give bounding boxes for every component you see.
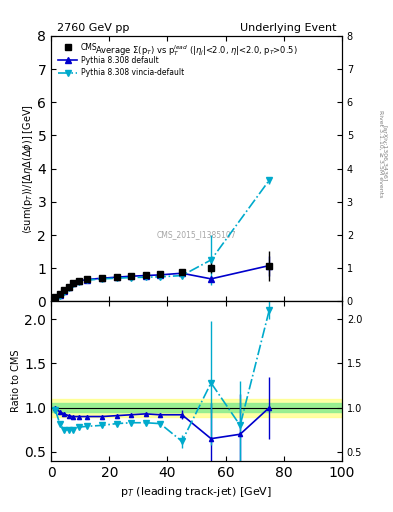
Text: 2760 GeV pp: 2760 GeV pp bbox=[57, 23, 129, 33]
Y-axis label: $\langle$sum(p$_T$)$\rangle$/$[\Delta\eta\Delta(\Delta\phi)]$ [GeV]: $\langle$sum(p$_T$)$\rangle$/$[\Delta\et… bbox=[20, 103, 35, 233]
Text: [arXiv:1306.3436]: [arXiv:1306.3436] bbox=[382, 125, 387, 182]
Text: Rivet 3.1.10, ≥ 3.5M events: Rivet 3.1.10, ≥ 3.5M events bbox=[378, 110, 383, 197]
Y-axis label: Ratio to CMS: Ratio to CMS bbox=[11, 350, 22, 412]
Bar bbox=[51, 399, 342, 417]
Text: Underlying Event: Underlying Event bbox=[240, 23, 336, 33]
Text: Average $\Sigma$(p$_T$) vs p$_T^{lead}$ ($|\eta_j|$<2.0, $\eta|$<2.0, p$_T$>0.5): Average $\Sigma$(p$_T$) vs p$_T^{lead}$ … bbox=[95, 44, 298, 58]
X-axis label: p$_T$ (leading track-jet) [GeV]: p$_T$ (leading track-jet) [GeV] bbox=[121, 485, 272, 499]
Bar bbox=[51, 403, 342, 412]
Text: CMS_2015_I1385107: CMS_2015_I1385107 bbox=[157, 230, 236, 240]
Legend: CMS, Pythia 8.308 default, Pythia 8.308 vincia-default: CMS, Pythia 8.308 default, Pythia 8.308 … bbox=[55, 39, 187, 80]
